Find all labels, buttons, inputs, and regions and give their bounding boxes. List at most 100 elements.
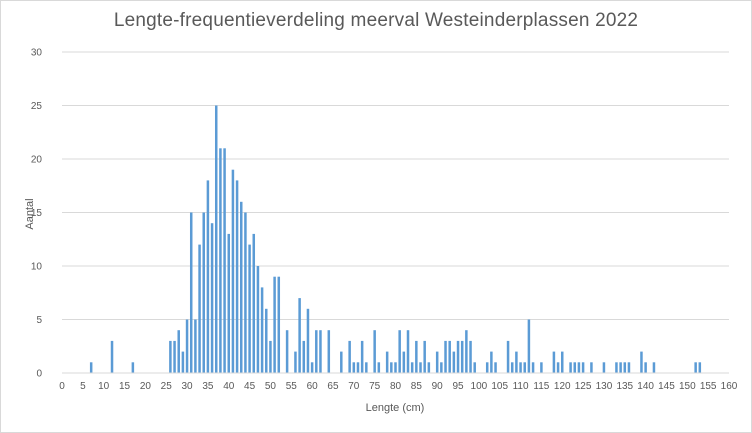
bar — [460, 340, 464, 373]
bar — [206, 180, 210, 373]
x-tick-label: 90 — [432, 381, 444, 392]
bar — [406, 330, 410, 373]
bar — [194, 319, 197, 373]
x-tick-label: 80 — [390, 381, 402, 392]
bar — [131, 362, 135, 373]
bar — [173, 340, 176, 373]
bar — [556, 362, 560, 373]
bar — [427, 362, 431, 373]
bar — [219, 148, 222, 373]
bar — [523, 362, 526, 373]
x-tick-label: 145 — [658, 381, 675, 392]
bar — [494, 362, 497, 373]
x-tick-label: 55 — [286, 381, 298, 392]
bar — [360, 340, 364, 373]
bar — [294, 351, 297, 373]
bar — [373, 330, 376, 373]
y-tick-label: 5 — [36, 315, 42, 326]
bar — [177, 330, 180, 373]
x-tick-label: 115 — [533, 381, 549, 392]
bar — [394, 362, 397, 373]
bar — [473, 362, 476, 373]
bar — [169, 340, 172, 373]
bar — [210, 223, 214, 373]
bar — [623, 362, 627, 373]
x-tick-labels: 0 5 10 15 20 25 30 35 40 45 50 55 60 65 70 75 80 85 90 95 10… — [59, 381, 738, 392]
x-tick-label: 45 — [244, 381, 256, 392]
x-tick-label: 10 — [98, 381, 110, 392]
bar — [189, 212, 193, 373]
bar — [644, 362, 647, 373]
bar — [390, 362, 393, 373]
x-tick-label: 105 — [491, 381, 508, 392]
x-tick-label: 30 — [182, 381, 194, 392]
bar — [256, 266, 260, 373]
bar — [306, 308, 310, 373]
x-tick-label: 50 — [265, 381, 277, 392]
y-tick-label: 30 — [31, 48, 43, 59]
chart-title: Lengte-frequentieverdeling meerval Weste… — [113, 10, 639, 31]
bar — [506, 340, 510, 373]
bar — [448, 340, 451, 373]
x-tick-label: 25 — [161, 381, 173, 392]
x-tick-label: 70 — [348, 381, 360, 392]
x-tick-label: 140 — [637, 381, 654, 392]
bar — [456, 340, 460, 373]
bar — [319, 330, 322, 373]
bar — [581, 362, 585, 373]
bar — [452, 351, 456, 373]
x-tick-label: 40 — [223, 381, 235, 392]
x-tick-label: 155 — [700, 381, 717, 392]
bar — [285, 330, 289, 373]
bar — [252, 233, 256, 373]
y-tick-label: 20 — [31, 155, 43, 166]
bar — [531, 362, 535, 373]
bar — [485, 362, 489, 373]
x-tick-label: 20 — [140, 381, 152, 392]
y-tick-label: 10 — [31, 262, 43, 273]
x-tick-label: 120 — [554, 381, 571, 392]
bar — [89, 362, 93, 373]
bar — [348, 340, 351, 373]
bar — [444, 340, 447, 373]
bar — [385, 351, 389, 373]
x-tick-label: 60 — [307, 381, 319, 392]
x-tick-label: 130 — [596, 381, 613, 392]
bar — [694, 362, 697, 373]
bar — [110, 340, 114, 373]
x-tick-label: 65 — [327, 381, 339, 392]
bar — [440, 362, 443, 373]
bar — [214, 105, 218, 373]
x-tick-label: 0 — [59, 381, 65, 392]
bar — [223, 148, 226, 373]
bar — [352, 362, 356, 373]
bar — [569, 362, 572, 373]
bar — [265, 308, 268, 373]
x-tick-label: 135 — [616, 381, 633, 392]
bar — [465, 330, 468, 373]
bar — [602, 362, 606, 373]
bar — [435, 351, 439, 373]
y-tick-label: 25 — [31, 101, 43, 112]
bar — [510, 362, 514, 373]
bar — [198, 244, 201, 373]
bar — [619, 362, 622, 373]
bar — [590, 362, 593, 373]
bar — [327, 330, 331, 373]
bar — [423, 340, 426, 373]
bar — [377, 362, 381, 373]
bar — [540, 362, 543, 373]
y-tick-labels: 0 5 10 15 20 25 30 — [31, 48, 43, 380]
bar — [577, 362, 581, 373]
bar — [615, 362, 618, 373]
x-tick-label: 35 — [202, 381, 214, 392]
bar — [227, 233, 231, 373]
bar — [519, 362, 522, 373]
bar — [231, 169, 235, 373]
x-axis-label: Lengte (cm) — [365, 402, 425, 414]
x-tick-label: 95 — [452, 381, 464, 392]
x-tick-label: 160 — [721, 381, 738, 392]
bars — [89, 105, 702, 373]
x-tick-label: 125 — [575, 381, 592, 392]
